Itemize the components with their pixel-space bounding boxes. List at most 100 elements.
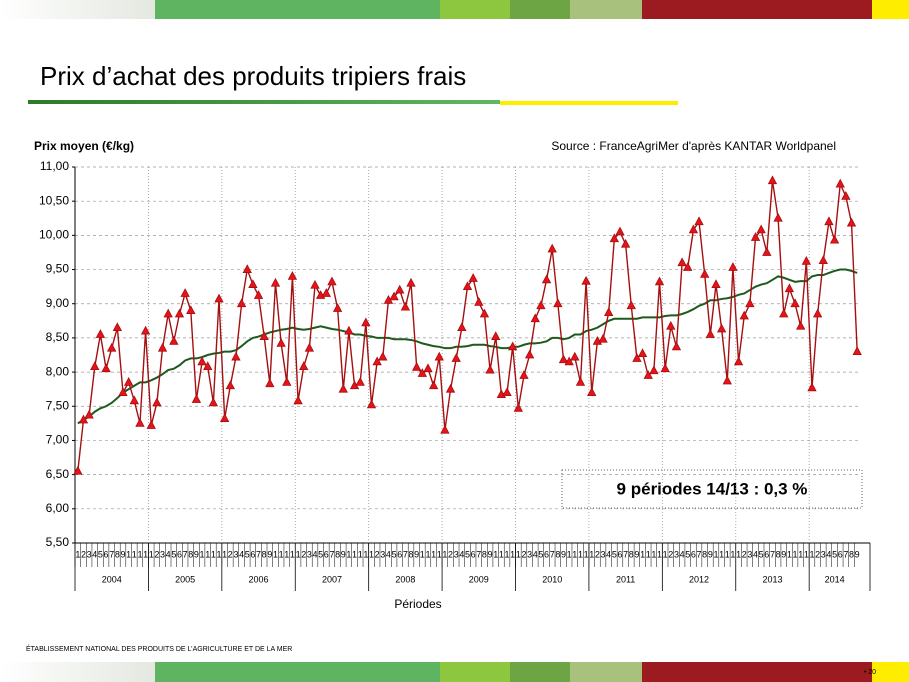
- point-marker: [784, 283, 795, 293]
- point-marker: [304, 342, 315, 352]
- x-tick-label: 7: [403, 549, 408, 559]
- point-marker: [299, 361, 309, 371]
- point-marker: [519, 370, 529, 379]
- x-tick-label: 8: [702, 549, 707, 559]
- point-marker: [835, 178, 845, 188]
- x-tick-label: 1: [730, 549, 735, 559]
- point-marker: [558, 354, 569, 364]
- x-tick-label: 1: [363, 549, 368, 559]
- point-marker: [400, 301, 411, 311]
- point-marker: [649, 365, 659, 375]
- point-marker: [502, 387, 512, 396]
- point-marker: [643, 370, 653, 379]
- point-marker: [191, 394, 202, 403]
- series-line: [77, 180, 858, 472]
- point-marker: [366, 399, 377, 409]
- x-tick-label: 1: [442, 549, 447, 559]
- point-marker: [536, 300, 546, 310]
- point-marker: [123, 376, 134, 386]
- point-marker: [270, 277, 281, 287]
- point-marker: [253, 290, 264, 299]
- point-marker: [694, 216, 704, 226]
- point-marker: [841, 191, 851, 200]
- x-tick-label: 3: [233, 549, 238, 559]
- point-marker: [118, 387, 128, 396]
- year-label: 2005: [175, 574, 195, 584]
- point-marker: [700, 268, 710, 278]
- point-marker: [756, 224, 766, 234]
- x-tick-label: 3: [380, 549, 385, 559]
- point-marker: [491, 331, 501, 340]
- point-marker: [564, 356, 574, 366]
- y-tick-label: 9,50: [46, 262, 70, 276]
- x-tick-label: 2: [595, 549, 600, 559]
- point-marker: [293, 395, 303, 405]
- point-marker: [395, 284, 405, 294]
- x-tick-label: 1: [296, 549, 301, 559]
- point-marker: [474, 297, 484, 306]
- point-marker: [609, 233, 620, 243]
- x-tick-label: 6: [324, 549, 329, 559]
- y-axis-label: Prix moyen (€/kg): [34, 139, 134, 153]
- x-tick-label: 8: [482, 549, 487, 559]
- point-marker: [406, 277, 416, 287]
- point-marker: [632, 353, 642, 362]
- x-tick-label: 1: [369, 549, 374, 559]
- bottom-stripe: [0, 662, 909, 682]
- x-tick-label: 1: [589, 549, 594, 559]
- point-marker: [174, 308, 185, 318]
- x-tick-label: 2: [375, 549, 380, 559]
- point-marker: [620, 238, 631, 248]
- point-marker: [186, 305, 196, 314]
- point-marker: [637, 348, 648, 358]
- y-tick-label: 10,00: [39, 228, 69, 242]
- point-marker: [412, 361, 422, 371]
- point-marker: [84, 409, 94, 419]
- x-tick-label: 1: [567, 549, 572, 559]
- point-marker: [169, 335, 179, 345]
- x-tick-label: 5: [318, 549, 323, 559]
- x-tick-label: 1: [516, 549, 521, 559]
- point-marker: [671, 341, 682, 351]
- annotation: 9 périodes 14/13 : 0,3 %: [617, 479, 808, 498]
- x-tick-label: 2: [668, 549, 673, 559]
- x-tick-label: 1: [205, 549, 210, 559]
- point-marker: [705, 329, 716, 338]
- x-tick-label: 1: [420, 549, 425, 559]
- x-tick-label: 7: [623, 549, 628, 559]
- x-tick-label: 3: [821, 549, 826, 559]
- x-tick-label: 1: [646, 549, 651, 559]
- x-tick-label: 3: [87, 549, 92, 559]
- x-tick-label: 1: [352, 549, 357, 559]
- x-tick-label: 4: [826, 549, 831, 559]
- point-marker: [745, 298, 755, 308]
- point-marker: [654, 276, 665, 286]
- point-marker: [846, 217, 857, 227]
- x-tick-label: 4: [753, 549, 758, 559]
- point-marker: [530, 313, 540, 323]
- x-tick-label: 9: [120, 549, 125, 559]
- point-marker: [570, 351, 580, 361]
- point-marker: [378, 351, 388, 361]
- x-tick-label: 4: [680, 549, 685, 559]
- point-marker: [666, 320, 676, 330]
- x-tick-label: 1: [132, 549, 137, 559]
- x-tick-label: 9: [855, 549, 860, 559]
- point-marker: [208, 397, 219, 407]
- year-label: 2012: [689, 574, 709, 584]
- x-tick-label: 1: [149, 549, 154, 559]
- title-underline-yellow: [500, 101, 678, 105]
- point-marker: [824, 216, 834, 226]
- x-tick-label: 1: [505, 549, 510, 559]
- point-marker: [485, 364, 495, 374]
- x-tick-label: 3: [454, 549, 459, 559]
- point-marker: [203, 361, 213, 371]
- x-tick-label: 6: [177, 549, 182, 559]
- point-marker: [265, 378, 275, 388]
- point-marker: [236, 298, 247, 308]
- x-tick-label: 3: [527, 549, 532, 559]
- x-tick-label: 1: [584, 549, 589, 559]
- slide-title: Prix d’achat des produits tripiers frais: [40, 61, 466, 91]
- point-marker: [683, 262, 693, 271]
- point-marker: [739, 310, 749, 320]
